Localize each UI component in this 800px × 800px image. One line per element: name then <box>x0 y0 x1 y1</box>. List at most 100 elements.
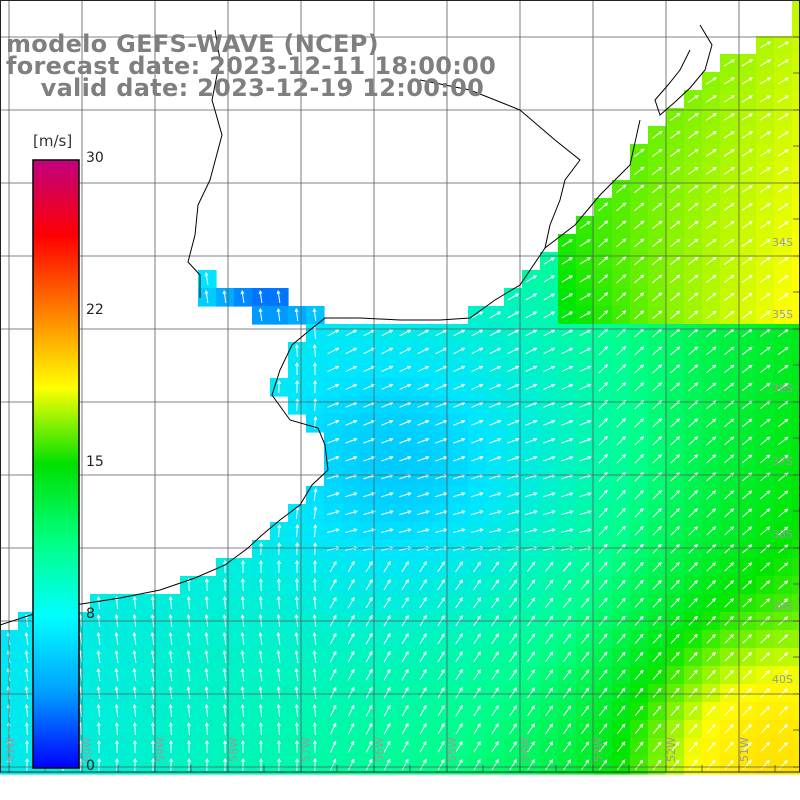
wind-arrow <box>688 562 698 572</box>
wind-arrow <box>742 490 753 500</box>
wind-arrow <box>741 346 753 356</box>
wind-arrow <box>598 346 609 356</box>
wind-arrow <box>132 703 137 718</box>
wind-arrow <box>435 419 448 426</box>
wind-arrow <box>723 292 735 302</box>
wind-arrow <box>345 492 358 498</box>
wind-arrow <box>777 41 790 49</box>
wind-arrow <box>435 383 448 390</box>
wind-arrow <box>419 722 427 735</box>
wind-arrow <box>544 561 554 572</box>
wind-arrow <box>186 632 191 646</box>
wind-arrow <box>345 437 358 444</box>
wind-arrow <box>760 723 770 734</box>
wind-arrow <box>222 290 227 304</box>
wind-arrow <box>276 721 281 736</box>
wind-arrow <box>759 113 771 121</box>
wind-arrow <box>561 275 574 283</box>
wind-arrow <box>399 492 412 498</box>
wind-arrow <box>259 757 264 772</box>
wind-arrow <box>345 329 358 337</box>
wind-arrow <box>688 364 699 374</box>
wind-arrow <box>742 705 752 716</box>
wind-arrow <box>363 510 376 516</box>
wind-arrow <box>277 541 282 556</box>
wind-arrow <box>114 632 119 646</box>
wind-arrow <box>580 633 590 644</box>
wind-arrow <box>688 759 698 770</box>
wind-arrow <box>705 310 717 320</box>
wind-arrow <box>453 383 466 390</box>
wind-arrow <box>562 651 572 663</box>
wind-arrow <box>222 686 227 700</box>
wind-arrow <box>276 632 281 646</box>
wind-arrow <box>294 650 299 664</box>
wind-arrow <box>491 669 499 681</box>
wind-arrow <box>760 508 771 518</box>
wind-arrow <box>527 723 535 735</box>
wind-arrow <box>525 329 538 337</box>
wind-arrow <box>705 202 717 211</box>
wind-arrow <box>723 113 735 121</box>
wind-arrow <box>491 579 500 591</box>
wind-arrow <box>669 148 681 157</box>
wind-arrow <box>24 721 29 736</box>
wind-arrow <box>616 561 626 572</box>
wind-arrow <box>399 437 412 444</box>
wind-arrow <box>687 202 699 211</box>
wind-arrow <box>168 632 173 646</box>
wind-arrow <box>777 77 790 85</box>
wind-arrow <box>724 562 735 572</box>
wind-arrow <box>507 311 520 319</box>
wind-cell <box>792 252 800 271</box>
wind-arrow <box>507 329 520 337</box>
wind-arrow <box>544 579 554 591</box>
wind-arrow <box>327 437 340 444</box>
wind-arrow <box>724 759 734 770</box>
wind-arrow <box>329 740 337 753</box>
wind-arrow <box>327 492 340 498</box>
wind-arrow <box>724 741 734 752</box>
wind-arrow <box>525 347 538 355</box>
wind-arrow <box>705 220 717 229</box>
wind-arrow <box>258 632 263 646</box>
title-model: modelo GEFS-WAVE (NCEP) <box>6 30 379 58</box>
wind-arrow <box>724 436 735 446</box>
lon-label: 54W <box>519 737 532 762</box>
wind-arrow <box>723 77 735 85</box>
wind-arrow <box>777 203 789 211</box>
wind-arrow <box>473 687 481 699</box>
wind-arrow <box>435 401 448 408</box>
wind-arrow <box>471 401 484 408</box>
wind-arrow <box>563 741 572 753</box>
colorbar-tick-30: 30 <box>86 150 104 166</box>
wind-arrow <box>381 528 394 534</box>
wind-arrow <box>545 669 554 681</box>
wind-arrow <box>150 686 155 700</box>
wind-arrow <box>634 705 644 716</box>
wind-arrow <box>507 419 520 426</box>
wind-arrow <box>259 559 263 574</box>
wind-cell <box>792 684 800 703</box>
wind-arrow <box>473 669 481 681</box>
wind-arrow <box>759 346 771 356</box>
wind-arrow <box>151 757 156 772</box>
wind-arrow <box>347 578 355 591</box>
wind-arrow <box>491 633 500 645</box>
wind-arrow <box>399 419 412 426</box>
wind-arrow <box>471 329 484 337</box>
wind-arrow <box>688 526 699 536</box>
wind-arrow <box>222 703 227 718</box>
wind-arrow <box>706 741 716 752</box>
uruguay-river <box>187 29 223 298</box>
wind-arrow <box>742 652 753 662</box>
wind-arrow <box>652 436 663 446</box>
wind-arrow <box>633 166 645 176</box>
wind-arrow <box>381 365 394 373</box>
wind-arrow <box>473 651 481 663</box>
wind-arrow <box>437 704 445 717</box>
wind-arrow <box>312 577 317 592</box>
wind-arrow <box>455 687 463 699</box>
wind-arrow <box>778 706 789 716</box>
